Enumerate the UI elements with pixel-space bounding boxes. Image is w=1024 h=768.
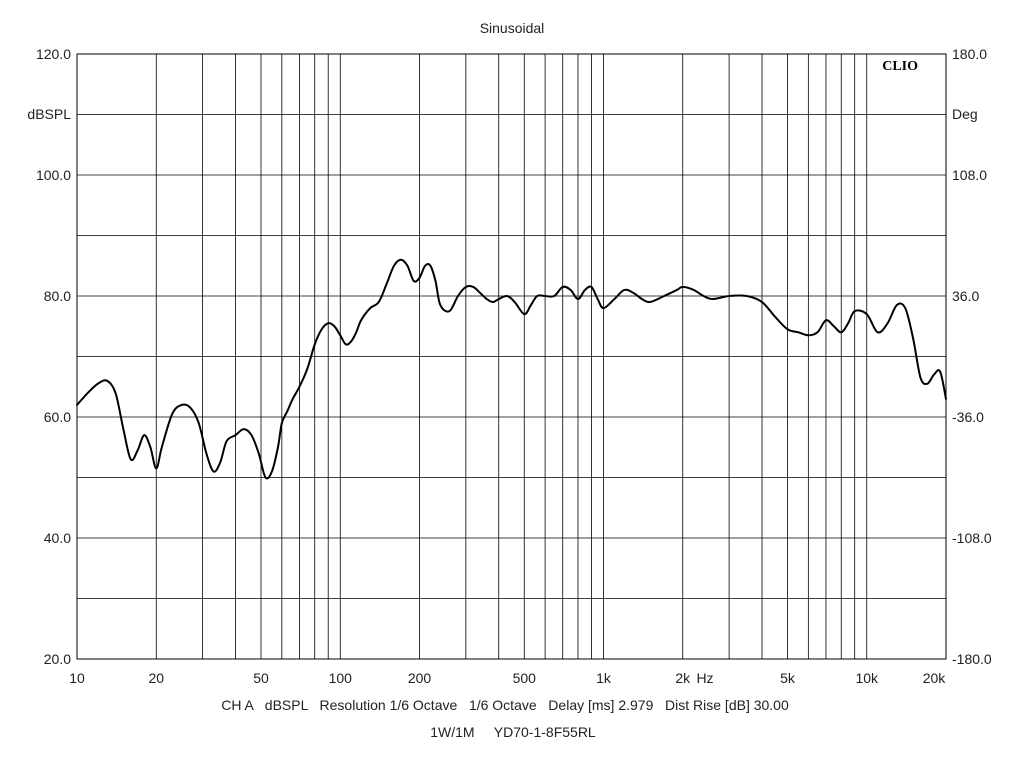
y-tick-label: 120.0 [36,46,71,62]
x-tick-label: 100 [329,670,353,686]
x-axis-unit: Hz [696,670,713,686]
y-axis-unit: dBSPL [27,106,71,122]
plot-frame [76,53,947,660]
y-tick-label: 100.0 [36,167,71,183]
y2-axis-unit: Deg [952,106,978,122]
x-tick-label: 1k [596,670,612,686]
grid [77,54,946,659]
y2-tick-label: 108.0 [952,167,987,183]
x-tick-label: 20k [923,670,947,686]
y2-tick-label: -36.0 [952,409,984,425]
x-tick-label: 500 [513,670,537,686]
x-tick-label: 5k [780,670,796,686]
footer-line-2: 1W/1M YD70-1-8F55RL [430,724,596,740]
spl-response-line [76,258,947,480]
y2-tick-label: 36.0 [952,288,979,304]
y2-tick-label: 180.0 [952,46,987,62]
y-tick-label: 20.0 [44,651,71,667]
y-tick-label: 60.0 [44,409,71,425]
y-tick-label: 80.0 [44,288,71,304]
x-tick-label: 200 [408,670,432,686]
y2-tick-label: -108.0 [952,530,992,546]
x-tick-label: 2k [675,670,691,686]
y-axis-right: -180.0 -108.0 -36.0 36.0 108.0 180.0 [952,46,992,667]
clio-brand: CLIO [882,59,918,74]
x-tick-label: 20 [148,670,164,686]
x-tick-label: 50 [253,670,269,686]
y-axis-left: 20.0 40.0 60.0 80.0 100.0 120.0 [36,46,71,667]
chart-title: Sinusoidal [480,20,545,36]
x-tick-label: 10 [69,670,85,686]
series-layer [76,258,947,480]
y-tick-label: 40.0 [44,530,71,546]
x-axis: 10 20 50 100 200 500 1k 2k 5k 10k 20k [69,670,946,686]
x-tick-label: 10k [855,670,879,686]
footer-line-1: CH A dBSPL Resolution 1/6 Octave 1/6 Oct… [221,697,789,713]
y2-tick-label: -180.0 [952,651,992,667]
